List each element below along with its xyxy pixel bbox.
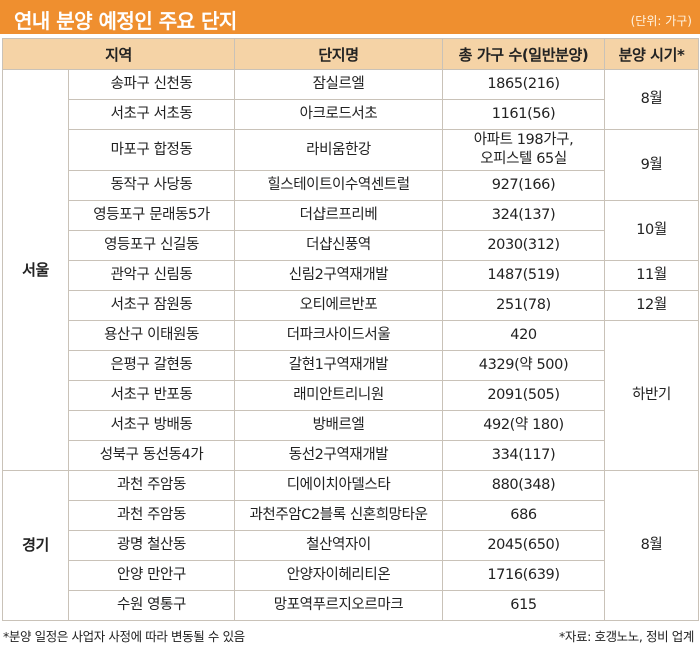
district-cell: 영등포구 문래동5가 [68,200,235,231]
table-row: 안양 만안구 안양자이헤리티온 1716(639) [3,560,699,591]
units-line-1: 아파트 198가구, [473,132,574,148]
district-cell: 서초구 반포동 [68,380,235,411]
region-gyeonggi: 경기 [2,470,69,621]
period-cell: 11월 [604,260,699,291]
column-header-units: 총 가구 수(일반분양) [442,38,605,70]
units-cell: 492(약 180) [442,410,605,441]
units-cell: 4329(약 500) [442,350,605,381]
table-row: 광명 철산동 철산역자이 2045(650) [3,530,699,561]
table-header-banner: 연내 분양 예정인 주요 단지 (단위: 가구) [0,0,700,34]
district-cell: 수원 영통구 [68,590,235,621]
table-row: 수원 영통구 망포역푸르지오르마크 615 [3,590,699,621]
table-row: 동작구 사당동 힐스테이트이수역센트럴 927(166) [3,170,699,201]
units-cell: 334(117) [442,440,605,471]
complex-cell: 망포역푸르지오르마크 [234,590,443,621]
units-cell: 2045(650) [442,530,605,561]
district-cell: 마포구 합정동 [68,129,235,171]
period-cell: 8월 [604,69,699,130]
table-row: 은평구 갈현동 갈현1구역재개발 4329(약 500) [3,350,699,381]
table-title: 연내 분양 예정인 주요 단지 [14,9,237,33]
district-cell: 서초구 방배동 [68,410,235,441]
complex-cell: 아크로드서초 [234,99,443,130]
complex-cell: 오티에르반포 [234,290,443,321]
complex-cell: 방배르엘 [234,410,443,441]
table-row: 서초구 반포동 래미안트리니원 2091(505) [3,380,699,411]
table-row: 영등포구 신길동 더샵신풍역 2030(312) [3,230,699,261]
units-cell: 1487(519) [442,260,605,291]
table-row: 마포구 합정동 라비움한강 아파트 198가구, 오피스텔 65실 9월 [3,129,699,201]
units-cell: 927(166) [442,170,605,201]
complex-cell: 신림2구역재개발 [234,260,443,291]
district-cell: 서초구 잠원동 [68,290,235,321]
units-cell: 아파트 198가구, 오피스텔 65실 [442,129,605,171]
period-cell: 하반기 [604,320,699,471]
complex-cell: 힐스테이트이수역센트럴 [234,170,443,201]
column-header-complex: 단지명 [234,38,443,70]
complex-cell: 안양자이헤리티온 [234,560,443,591]
complex-cell: 더샵신풍역 [234,230,443,261]
district-cell: 용산구 이태원동 [68,320,235,351]
complex-cell: 동선2구역재개발 [234,440,443,471]
table-row: 서초구 방배동 방배르엘 492(약 180) [3,410,699,441]
units-cell: 615 [442,590,605,621]
complex-cell: 철산역자이 [234,530,443,561]
district-cell: 과천 주암동 [68,470,235,501]
units-cell: 1161(56) [442,99,605,130]
table-row: 영등포구 문래동5가 더샵르프리베 324(137) 10월 [3,200,699,261]
unit-note: (단위: 가구) [630,14,692,28]
district-cell: 광명 철산동 [68,530,235,561]
district-cell: 송파구 신천동 [68,69,235,100]
district-cell: 동작구 사당동 [68,170,235,201]
units-cell: 1716(639) [442,560,605,591]
column-header-period: 분양 시기* [604,38,699,70]
units-cell: 420 [442,320,605,351]
period-cell: 12월 [604,290,699,321]
table-row: 서초구 서초동 아크로드서초 1161(56) [3,99,699,130]
source-note: *자료: 호갱노노, 정비 업계 [559,629,694,644]
complex-cell: 잠실르엘 [234,69,443,100]
district-cell: 관악구 신림동 [68,260,235,291]
table-row: 서초구 잠원동 오티에르반포 251(78) 12월 [3,290,699,321]
units-cell: 2091(505) [442,380,605,411]
table-row: 과천 주암동 과천주암C2블록 신혼희망타운 686 [3,500,699,531]
table-row: 서울 송파구 신천동 잠실르엘 1865(216) 8월 [2,69,699,471]
complex-cell: 과천주암C2블록 신혼희망타운 [234,500,443,531]
complex-cell: 갈현1구역재개발 [234,350,443,381]
complex-cell: 더샵르프리베 [234,200,443,231]
complex-table: 지역 단지명 총 가구 수(일반분양) 분양 시기* 서울 송파구 신천동 잠실… [2,38,699,621]
complex-cell: 더파크사이드서울 [234,320,443,351]
units-cell: 686 [442,500,605,531]
district-cell: 안양 만안구 [68,560,235,591]
units-cell: 251(78) [442,290,605,321]
complex-cell: 래미안트리니원 [234,380,443,411]
units-line-2: 오피스텔 65실 [480,151,567,167]
district-cell: 성북구 동선동4가 [68,440,235,471]
complex-cell: 라비움한강 [234,129,443,171]
table-row: 용산구 이태원동 더파크사이드서울 420 하반기 [3,320,699,471]
table-row: 성북구 동선동4가 동선2구역재개발 334(117) [3,440,699,471]
schedule-disclaimer: *분양 일정은 사업자 사정에 따라 변동될 수 있음 [3,629,245,644]
table-row: 경기 과천 주암동 디에이치아델스타 880(348) 8월 [2,470,699,621]
table-row: 관악구 신림동 신림2구역재개발 1487(519) 11월 [3,260,699,291]
column-header-row: 지역 단지명 총 가구 수(일반분양) 분양 시기* [2,38,699,70]
period-cell: 9월 [604,129,699,201]
district-cell: 영등포구 신길동 [68,230,235,261]
units-cell: 880(348) [442,470,605,501]
period-cell: 10월 [604,200,699,261]
period-cell: 8월 [604,470,699,621]
district-cell: 은평구 갈현동 [68,350,235,381]
units-cell: 324(137) [442,200,605,231]
district-cell: 서초구 서초동 [68,99,235,130]
column-header-region: 지역 [2,38,235,70]
complex-cell: 디에이치아델스타 [234,470,443,501]
units-cell: 1865(216) [442,69,605,100]
district-cell: 과천 주암동 [68,500,235,531]
region-seoul: 서울 [2,69,69,471]
units-cell: 2030(312) [442,230,605,261]
